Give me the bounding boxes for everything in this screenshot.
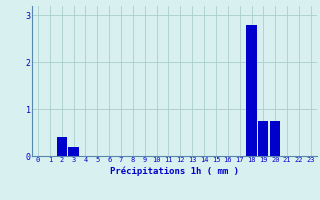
Bar <box>246 25 257 156</box>
X-axis label: Précipitations 1h ( mm ): Précipitations 1h ( mm ) <box>110 166 239 176</box>
Bar <box>68 147 79 156</box>
Bar <box>270 121 280 156</box>
Bar <box>258 121 268 156</box>
Bar <box>57 137 67 156</box>
